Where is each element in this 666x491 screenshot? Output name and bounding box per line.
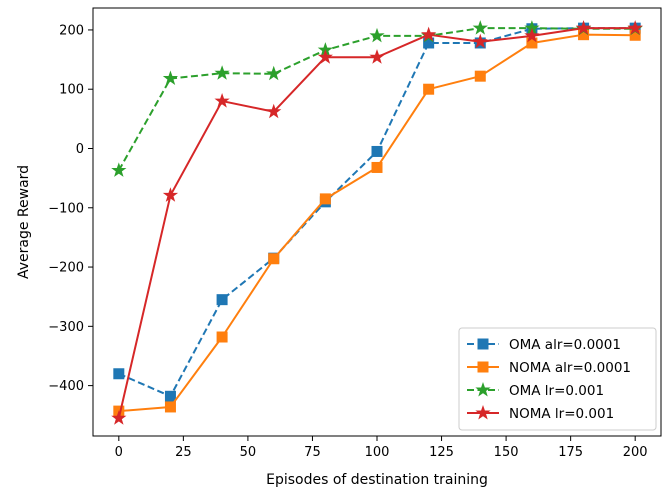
data-point-2-2: [214, 65, 230, 80]
x-tick-label-4: 100: [365, 445, 390, 460]
x-tick-label-6: 150: [494, 445, 519, 460]
y-axis-title: Average Reward: [16, 165, 32, 279]
data-point-1-5: [371, 161, 383, 173]
y-tick-label-6: 200: [59, 23, 84, 38]
data-point-3-6: [421, 26, 437, 42]
y-tick-label-3: −100: [48, 201, 84, 216]
data-point-2-5: [369, 27, 385, 43]
data-point-3-8: [524, 27, 540, 43]
series-1: [113, 29, 641, 417]
data-point-3-9: [575, 20, 592, 35]
data-point-0-0: [113, 368, 125, 380]
data-point-3-2: [214, 93, 230, 108]
x-tick-label-3: 75: [304, 445, 321, 460]
x-tick-label-0: 0: [115, 445, 123, 460]
data-point-1-3: [268, 253, 280, 265]
data-point-0-2: [216, 294, 228, 306]
y-tick-label-5: 100: [59, 83, 84, 98]
data-point-0-1: [164, 390, 176, 402]
data-point-3-7: [472, 33, 488, 49]
data-point-3-3: [266, 103, 282, 119]
legend-entry-3: NOMA lr=0.001: [467, 404, 614, 422]
data-point-0-5: [371, 145, 383, 157]
data-point-1-6: [423, 83, 435, 95]
x-tick-label-1: 25: [175, 445, 192, 460]
x-tick-label-7: 175: [558, 445, 583, 460]
data-point-2-0: [111, 162, 127, 177]
legend-entry-1: NOMA alr=0.0001: [467, 360, 631, 376]
data-point-1-2: [216, 331, 228, 343]
data-point-1-4: [319, 193, 331, 205]
legend-label-0: OMA alr=0.0001: [509, 337, 621, 353]
data-point-2-1: [162, 70, 179, 86]
data-point-3-10: [627, 20, 643, 35]
data-point-1-7: [474, 70, 486, 82]
legend: OMA alr=0.0001 NOMA alr=0.0001 OMA lr=0.00…: [458, 327, 657, 431]
legend-box: [458, 327, 657, 431]
axes-layer: 0 25 50 75 100 125 150 175 200 −400 −300 −200 −100 0 1…: [16, 7, 662, 488]
legend-label-3: NOMA lr=0.001: [509, 406, 614, 422]
y-tick-label-1: −300: [48, 320, 84, 335]
data-point-2-7: [472, 20, 488, 35]
data-point-3-4: [317, 49, 333, 64]
legend-label-2: OMA lr=0.001: [509, 383, 604, 399]
x-tick-label-8: 200: [623, 445, 648, 460]
data-point-3-1: [162, 187, 179, 202]
legend-marker-1: [477, 361, 489, 373]
y-tick-label-2: −200: [48, 261, 84, 276]
series-3: [111, 20, 643, 425]
x-tick-label-2: 50: [240, 445, 257, 460]
legend-entry-0: OMA alr=0.0001: [467, 337, 621, 353]
data-point-3-0: [111, 410, 127, 425]
x-tick-label-5: 125: [429, 445, 454, 460]
legend-label-1: NOMA alr=0.0001: [509, 360, 631, 376]
legend-marker-3: [475, 404, 491, 420]
data-point-1-1: [164, 401, 176, 413]
data-point-3-5: [369, 49, 385, 64]
y-tick-label-0: −400: [48, 379, 84, 394]
x-axis-title: Episodes of destination training: [266, 472, 488, 488]
legend-marker-2: [475, 381, 491, 397]
legend-marker-0: [477, 338, 489, 350]
data-point-2-3: [266, 65, 282, 81]
y-tick-label-4: 0: [76, 142, 84, 157]
legend-entry-2: OMA lr=0.001: [467, 381, 604, 399]
series-layer: [111, 20, 643, 425]
